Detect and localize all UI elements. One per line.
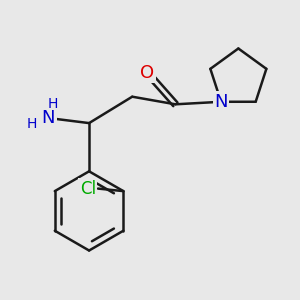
Text: H: H xyxy=(27,117,38,131)
Text: O: O xyxy=(140,64,154,82)
Text: N: N xyxy=(42,109,55,127)
Text: Cl: Cl xyxy=(80,180,96,198)
Text: H: H xyxy=(47,97,58,111)
Text: N: N xyxy=(214,93,228,111)
